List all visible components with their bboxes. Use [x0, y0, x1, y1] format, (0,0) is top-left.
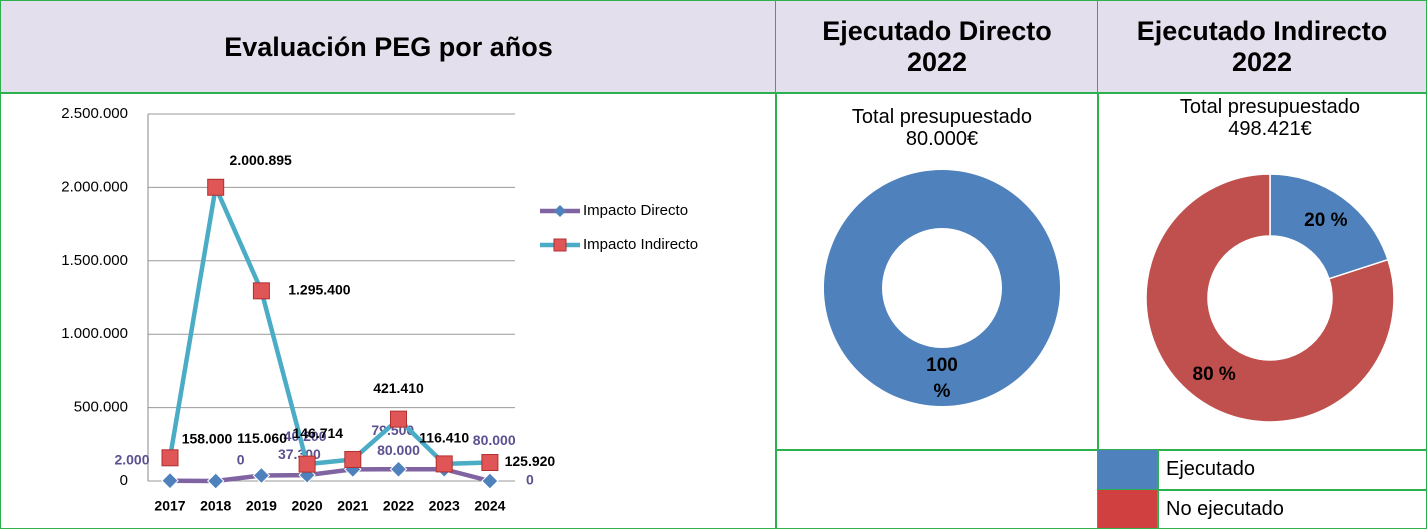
- marker: [435, 455, 453, 473]
- data-label: 80.000: [473, 432, 516, 448]
- data-label: 2.000: [114, 451, 149, 467]
- marker: [161, 449, 179, 467]
- x-tick-label: 2020: [292, 498, 323, 514]
- legend-marker: [554, 205, 566, 217]
- chart-title: Ejecutado Directo 2022: [822, 16, 1052, 77]
- marker: [481, 454, 499, 472]
- data-label: 2.000.895: [230, 152, 292, 168]
- subtitle: Total presupuestado 498.421€: [1179, 96, 1361, 140]
- legend-marker: [553, 238, 567, 252]
- marker: [390, 410, 407, 428]
- chart-title: Evaluación PEG por años: [224, 31, 553, 62]
- data-label: 80.000: [377, 442, 420, 458]
- y-tick-label: 2.500.000: [61, 105, 128, 122]
- data-label: 100 %: [926, 355, 958, 402]
- x-tick-label: 2022: [383, 498, 414, 514]
- marker: [481, 472, 499, 490]
- title-cell: Ejecutado Indirecto 2022: [1097, 0, 1427, 94]
- data-label: 146.714: [292, 425, 343, 441]
- chart-title: Ejecutado Indirecto 2022: [1136, 16, 1388, 77]
- x-tick-label: 2024: [474, 498, 505, 514]
- subtitle: Total presupuestado 80.000€: [851, 106, 1033, 150]
- data-label: 125.920: [505, 453, 556, 469]
- y-tick-label: 1.500.000: [61, 252, 128, 269]
- title-cell: Evaluación PEG por años: [0, 0, 777, 94]
- legend-label: Ejecutado: [1166, 458, 1255, 480]
- legend-label: No ejecutado: [1166, 498, 1284, 520]
- data-label: 1.295.400: [288, 282, 350, 298]
- y-tick-label: 0: [120, 472, 128, 489]
- y-tick-label: 2.000.000: [61, 178, 128, 195]
- data-label: 80 %: [1192, 363, 1236, 385]
- marker: [206, 472, 225, 490]
- data-label: 0: [526, 472, 534, 488]
- marker: [389, 460, 408, 478]
- marker: [252, 282, 270, 300]
- y-tick-label: 500.000: [74, 399, 128, 416]
- x-tick-label: 2023: [429, 498, 460, 514]
- donut-slice: [823, 169, 1061, 406]
- data-label: 0: [237, 452, 245, 468]
- legend-label: Impacto Directo: [583, 202, 688, 219]
- marker: [298, 455, 316, 473]
- data-label: 158.000: [182, 431, 233, 447]
- marker: [344, 450, 362, 468]
- series-line: [167, 185, 490, 467]
- data-label: 40.200: [284, 428, 327, 444]
- data-label: 116.410: [419, 430, 469, 446]
- donut-slice: [1269, 173, 1389, 280]
- marker: [207, 178, 225, 196]
- x-tick-label: 2017: [154, 498, 185, 514]
- marker: [252, 466, 271, 485]
- marker: [161, 471, 179, 490]
- chart-cell: [775, 92, 1099, 451]
- donut-slice: [1145, 173, 1395, 423]
- title-cell: Ejecutado Directo 2022: [775, 0, 1099, 94]
- data-label: 20 %: [1304, 210, 1348, 232]
- x-tick-label: 2021: [337, 498, 368, 514]
- data-label: 115.060: [237, 430, 287, 446]
- legend-label: Impacto Indirecto: [583, 236, 698, 253]
- y-tick-label: 1.000.000: [61, 325, 128, 342]
- x-tick-label: 2018: [200, 498, 231, 514]
- data-label: 421.410: [373, 380, 424, 396]
- x-tick-label: 2019: [246, 498, 277, 514]
